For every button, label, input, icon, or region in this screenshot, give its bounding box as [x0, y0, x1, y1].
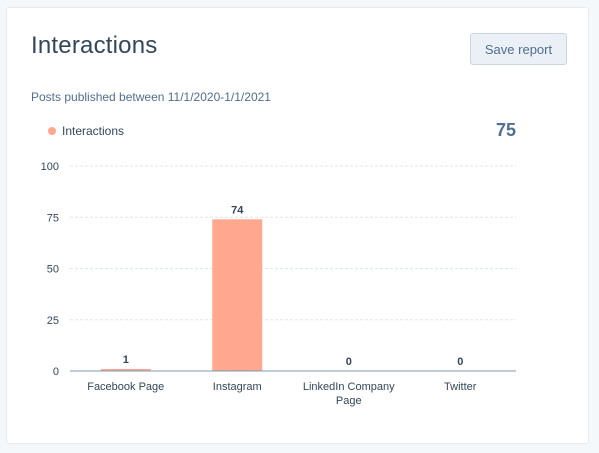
x-tick-label-2: LinkedIn Company Page	[303, 381, 395, 407]
data-label-1: 74	[231, 204, 244, 216]
chart-legend: Interactions	[48, 124, 124, 138]
x-tick-label-0: Facebook Page	[87, 381, 164, 393]
bar-0	[100, 368, 151, 371]
y-tick-label-0: 0	[53, 366, 59, 378]
report-title: Interactions	[31, 32, 158, 59]
save-report-button[interactable]: Save report	[470, 33, 567, 65]
legend-dot-interactions	[48, 127, 56, 135]
total-value: 75	[495, 120, 516, 140]
data-label-2: 0	[346, 356, 352, 368]
bar-1	[212, 219, 263, 371]
y-tick-label-75: 75	[47, 212, 59, 224]
legend-label-interactions: Interactions	[62, 124, 125, 138]
y-tick-label-100: 100	[41, 161, 59, 173]
x-tick-label-3: Twitter	[444, 381, 477, 393]
data-label-0: 1	[123, 354, 129, 366]
y-tick-label-25: 25	[47, 315, 59, 327]
data-label-3: 0	[457, 356, 463, 368]
x-tick-label-1: Instagram	[213, 381, 262, 393]
y-tick-label-50: 50	[47, 264, 59, 276]
report-subtitle: Posts published between 11/1/2020-1/1/20…	[31, 90, 271, 104]
